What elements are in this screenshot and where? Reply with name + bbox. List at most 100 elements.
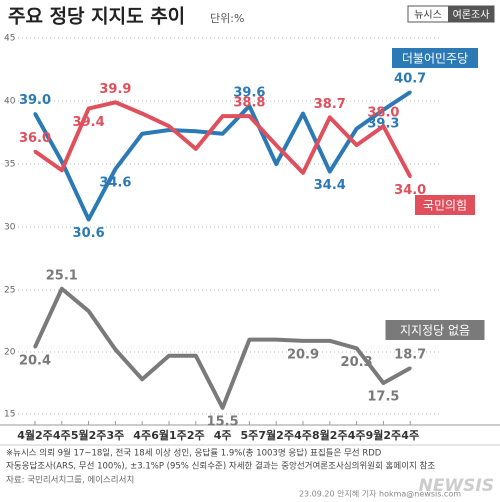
value-label: 39.9	[99, 82, 131, 97]
point	[408, 175, 412, 179]
point	[328, 339, 332, 343]
legend-label: 더불어민주당	[402, 52, 468, 66]
point	[113, 100, 117, 104]
point	[87, 217, 91, 221]
point	[355, 127, 359, 131]
value-label: 36.0	[19, 131, 51, 146]
point	[194, 354, 198, 358]
x-tick-label: 8월2주	[312, 428, 348, 442]
point	[60, 159, 64, 163]
x-tick-label: 7월2주	[258, 428, 294, 442]
point	[113, 167, 117, 171]
value-label: 15.5	[207, 414, 239, 429]
x-tick-label: 4주	[133, 429, 151, 442]
value-label: 20.3	[341, 355, 373, 370]
value-label: 25.1	[46, 268, 78, 283]
x-tick-label: 4주	[294, 429, 312, 442]
value-label: 34.6	[99, 176, 131, 191]
value-label: 39.3	[367, 116, 399, 131]
point	[328, 170, 332, 174]
value-label: 30.6	[73, 226, 105, 241]
logo-fill	[448, 6, 494, 22]
y-tick-label: 35	[4, 160, 15, 170]
value-label: 40.7	[394, 72, 426, 87]
point	[301, 171, 305, 175]
value-label: 20.9	[287, 347, 319, 362]
x-tick-label: 5주	[241, 429, 259, 442]
point	[408, 90, 412, 94]
x-tick-label: 3주	[107, 429, 125, 442]
value-label: 34.4	[314, 178, 346, 193]
point	[381, 108, 385, 112]
point	[328, 115, 332, 119]
point	[221, 406, 225, 410]
point	[381, 124, 385, 128]
x-tick-label: 5월2주	[71, 428, 107, 442]
logo: 뉴시스	[414, 9, 442, 21]
value-label: 38.8	[233, 96, 265, 111]
x-tick-label: 4주	[214, 429, 232, 442]
point	[274, 338, 278, 342]
legend-box	[415, 195, 475, 215]
series-line	[33, 286, 412, 410]
point	[60, 168, 64, 172]
value-label: 38.0	[367, 106, 399, 121]
series-line	[33, 100, 412, 178]
legend-box	[385, 320, 485, 340]
point	[87, 107, 91, 111]
point	[247, 338, 251, 342]
point	[194, 129, 198, 133]
value-label: 38.7	[314, 97, 346, 112]
value-label: 39.4	[73, 115, 105, 130]
legend-label: 지지정당 없음	[400, 324, 470, 338]
x-tick-label: 4주	[348, 429, 366, 442]
y-tick-label: 25	[4, 286, 15, 296]
point	[247, 104, 251, 108]
credit: 23.09.20 안지혜 기자 hokma@newsis.com	[299, 489, 461, 499]
value-label: 39.6	[233, 86, 265, 101]
footnote: ※뉴시스 의뢰 9월 17~18일, 전국 18세 이상 성인, 응답률 1.9…	[6, 448, 382, 459]
logo-sub: 여론조사	[453, 9, 490, 21]
x-tick-label: 2주	[187, 429, 205, 442]
legend-box	[392, 48, 478, 68]
point	[87, 309, 91, 313]
title: 주요 정당 지지도 추이	[8, 6, 185, 28]
x-tick-label: 9월2주	[366, 428, 402, 442]
point	[274, 162, 278, 166]
point	[194, 147, 198, 151]
x-tick-label: 6월1주	[151, 428, 187, 442]
point	[33, 112, 37, 116]
value-label: 34.0	[394, 183, 426, 198]
value-label: 20.4	[19, 354, 51, 369]
point	[60, 287, 64, 291]
point	[221, 132, 225, 136]
y-tick-label: 45	[4, 34, 15, 44]
point	[408, 366, 412, 370]
point	[221, 114, 225, 118]
point	[140, 132, 144, 136]
point	[355, 346, 359, 350]
watermark: NEWSIS	[419, 476, 494, 496]
source: 자료: 국민리서치그룹, 에이스리서치	[6, 475, 134, 486]
point	[33, 149, 37, 153]
y-tick-label: 30	[4, 223, 16, 233]
point	[355, 143, 359, 147]
value-label: 39.0	[19, 93, 51, 108]
footnote: 자동응답조사(ARS, 무선 100%), ±3.1%P (95% 신뢰수준) …	[6, 461, 435, 472]
point	[113, 348, 117, 352]
point	[381, 381, 385, 385]
point	[140, 112, 144, 116]
series-line	[33, 90, 412, 222]
point	[301, 112, 305, 116]
legend-label: 국민의힘	[423, 199, 467, 213]
point	[140, 377, 144, 381]
y-tick-label: 40	[4, 97, 16, 107]
point	[167, 124, 171, 128]
point	[274, 143, 278, 147]
value-label: 18.7	[394, 348, 426, 363]
x-tick-label: 4주	[401, 429, 419, 442]
x-tick-label: 4주	[53, 429, 71, 442]
y-tick-label: 20	[4, 348, 16, 358]
x-tick-label: 4월2주	[17, 428, 53, 442]
